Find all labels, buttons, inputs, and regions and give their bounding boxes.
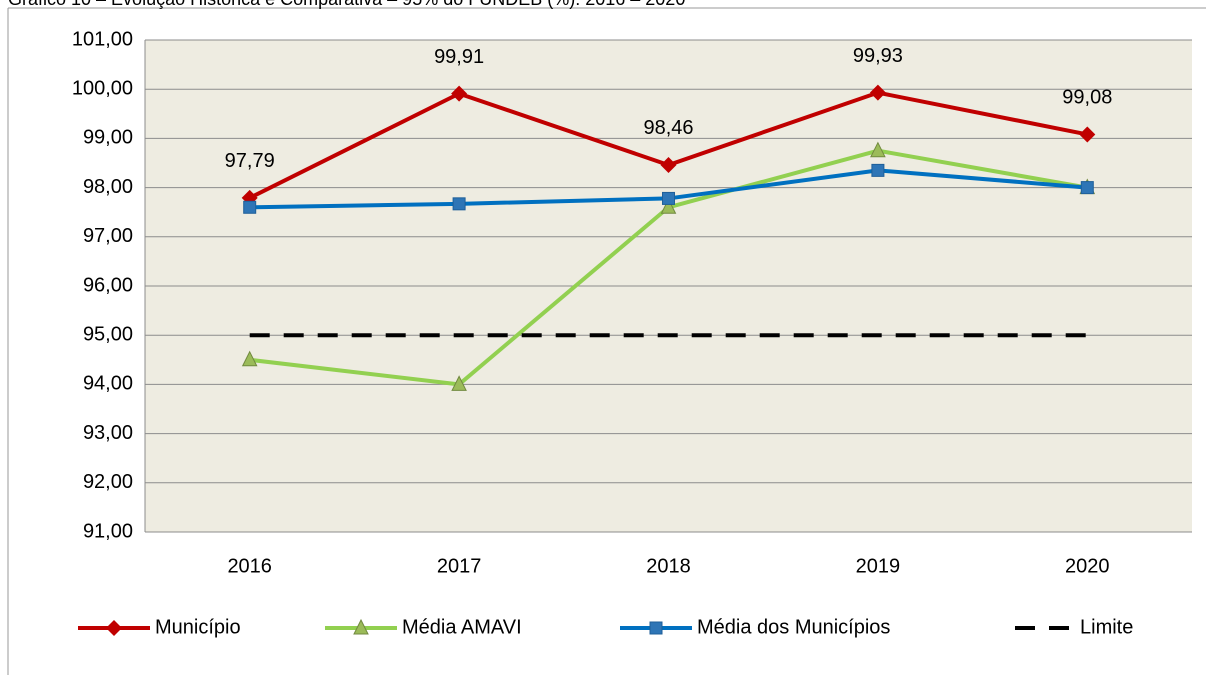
marker: [1079, 126, 1096, 143]
legend-label: Média AMAVI: [402, 616, 522, 638]
x-tick-label: 2018: [646, 555, 691, 577]
marker: [662, 191, 675, 205]
data-label: 99,08: [1062, 87, 1112, 109]
y-tick-label: 91,00: [83, 520, 133, 542]
y-tick-label: 101,00: [72, 28, 133, 50]
y-tick-label: 92,00: [83, 471, 133, 493]
marker: [241, 350, 258, 367]
marker: [353, 618, 369, 635]
marker: [660, 156, 677, 173]
marker: [451, 375, 467, 391]
marker: [871, 163, 885, 177]
chart-title: Gráfico 10 – Evolução Histórica e Compar…: [8, 0, 685, 9]
y-tick-label: 100,00: [72, 77, 133, 99]
marker: [451, 85, 468, 102]
marker: [1080, 181, 1094, 195]
y-tick-label: 98,00: [83, 176, 133, 198]
x-tick-label: 2020: [1065, 555, 1110, 577]
y-tick-label: 93,00: [83, 422, 133, 444]
data-label: 98,46: [643, 117, 693, 139]
marker: [243, 200, 257, 214]
x-tick-label: 2016: [227, 555, 272, 577]
marker: [649, 621, 663, 635]
y-tick-label: 96,00: [83, 274, 133, 296]
legend-label: Média dos Municípios: [697, 616, 890, 638]
y-tick-label: 97,00: [83, 225, 133, 247]
marker: [660, 198, 677, 214]
y-tick-label: 94,00: [83, 373, 133, 395]
marker: [870, 141, 886, 158]
x-tick-label: 2017: [437, 555, 482, 577]
marker: [869, 84, 886, 101]
data-label: 99,93: [853, 45, 903, 67]
x-tick-label: 2019: [856, 555, 901, 577]
legend-label: Limite: [1080, 616, 1133, 638]
marker: [106, 620, 122, 636]
data-label: 99,91: [434, 46, 484, 68]
y-tick-label: 95,00: [83, 323, 133, 345]
data-label: 97,79: [225, 150, 275, 172]
y-tick-label: 99,00: [83, 127, 133, 149]
legend-label: Município: [155, 616, 241, 638]
marker: [452, 197, 466, 211]
